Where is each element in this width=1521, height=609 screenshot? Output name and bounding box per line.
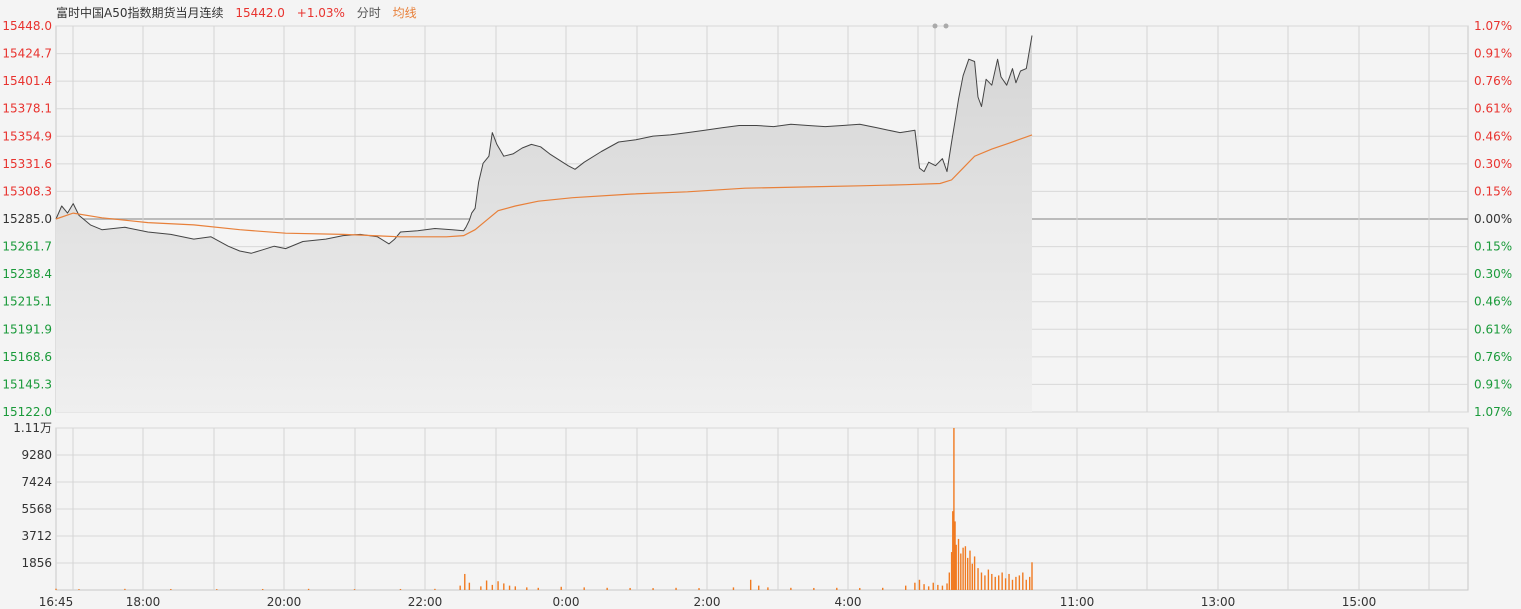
instrument-title: 富时中国A50指数期货当月连续: [56, 6, 224, 20]
percent-axis-tick-label: 1.07%: [1474, 19, 1512, 33]
price-line: [55, 35, 1033, 254]
price-area: [56, 35, 1032, 412]
price-axis-tick-label: 15448.0: [2, 19, 52, 33]
price-axis-tick-label: 15238.4: [2, 267, 52, 281]
last-price: 15442.0: [235, 6, 285, 20]
percent-axis-tick-label: 0.61%: [1474, 102, 1512, 116]
change-percent: +1.03%: [296, 6, 345, 20]
percent-axis-tick-label: 0.15%: [1474, 184, 1512, 198]
time-axis-tick-label: 4:00: [835, 595, 862, 609]
time-axis-tick-label: 11:00: [1060, 595, 1095, 609]
volume-axis-tick-label: 1.11万: [13, 421, 52, 435]
average-line: [55, 134, 1033, 238]
percent-axis-tick-label: 0.00%: [1474, 212, 1512, 226]
percent-axis-tick-label: 0.76%: [1474, 74, 1512, 88]
percent-axis-tick-label: 0.46%: [1474, 295, 1512, 309]
intraday-mode-tab[interactable]: 分时: [356, 6, 381, 20]
time-axis-tick-label: 2:00: [694, 595, 721, 609]
chart-header: 富时中国A50指数期货当月连续 15442.0 +1.03% 分时 均线: [56, 4, 425, 22]
price-axis-tick-label: 15122.0: [2, 405, 52, 419]
time-axis-tick-label: 0:00: [553, 595, 580, 609]
time-axis-tick-label: 18:00: [126, 595, 161, 609]
percent-axis-tick-label: 0.76%: [1474, 350, 1512, 364]
price-axis-tick-label: 15308.3: [2, 184, 52, 198]
percent-axis-tick-label: 0.15%: [1474, 240, 1512, 254]
price-axis-tick-label: 15168.6: [2, 350, 52, 364]
volume-axis-tick-label: 3712: [21, 529, 52, 543]
percent-axis-tick-label: 0.30%: [1474, 267, 1512, 281]
price-axis-tick-label: 15285.0: [2, 212, 52, 226]
time-axis-tick-label: 20:00: [267, 595, 302, 609]
volume-axis-tick-label: 7424: [21, 475, 52, 489]
percent-axis-tick-label: 1.07%: [1474, 405, 1512, 419]
price-axis-tick-label: 15354.9: [2, 129, 52, 143]
time-axis-tick-label: 15:00: [1342, 595, 1377, 609]
percent-axis-tick-label: 0.46%: [1474, 129, 1512, 143]
price-axis-tick-label: 15424.7: [2, 47, 52, 61]
avg-line-legend[interactable]: 均线: [392, 6, 417, 20]
price-axis-tick-label: 15378.1: [2, 102, 52, 116]
percent-axis-tick-label: 0.91%: [1474, 377, 1512, 391]
price-axis-tick-label: 15191.9: [2, 322, 52, 336]
volume-axis-tick-label: 9280: [21, 448, 52, 462]
price-axis-tick-label: 15145.3: [2, 377, 52, 391]
price-axis-tick-label: 15215.1: [2, 295, 52, 309]
session-marker-dot: [932, 23, 938, 29]
time-axis-tick-label: 16:45: [39, 595, 74, 609]
volume-axis-tick-label: 5568: [21, 502, 52, 516]
volume-axis-tick-label: 1856: [21, 556, 52, 570]
session-marker-dot: [943, 23, 949, 29]
percent-axis-tick-label: 0.30%: [1474, 157, 1512, 171]
time-axis-tick-label: 13:00: [1201, 595, 1236, 609]
price-axis-tick-label: 15401.4: [2, 74, 52, 88]
price-axis-tick-label: 15261.7: [2, 240, 52, 254]
percent-axis-tick-label: 0.61%: [1474, 322, 1512, 336]
time-axis-tick-label: 22:00: [408, 595, 443, 609]
percent-axis-tick-label: 0.91%: [1474, 47, 1512, 61]
price-axis-tick-label: 15331.6: [2, 157, 52, 171]
